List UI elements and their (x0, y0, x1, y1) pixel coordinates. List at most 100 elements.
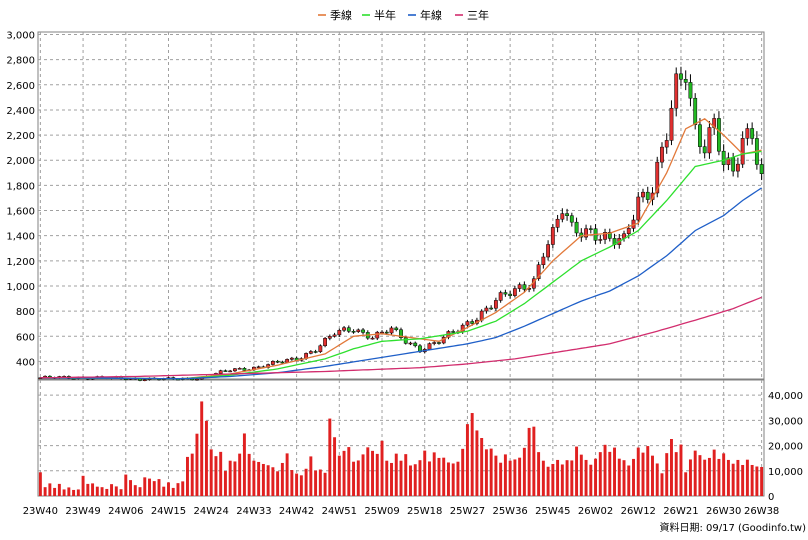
candle-down (508, 293, 513, 296)
candle-up (370, 337, 375, 340)
volume-bar (508, 460, 512, 496)
volume-bar (503, 454, 507, 496)
volume-bar (594, 458, 598, 496)
volume-bar (627, 465, 631, 496)
volume-bar (266, 465, 270, 496)
price-axis: 400 600 800 1,000 1,200 1,400 1,600 1,800 2,000 2… (6, 31, 35, 369)
volume-tick-label: 40,000 (768, 391, 803, 402)
volume-bar (698, 455, 702, 496)
week-tick-label: 24W24 (194, 506, 229, 517)
candle-up (550, 227, 555, 245)
volume-bar (86, 483, 90, 496)
volume-bar (238, 453, 242, 496)
candle-up (432, 342, 437, 344)
candle-down (702, 146, 707, 154)
volume-bar (399, 460, 403, 496)
candle-up (256, 366, 261, 369)
candle-up (735, 163, 740, 172)
volume-tick-label: 10,000 (768, 467, 803, 478)
week-tick-label: 26W12 (621, 506, 656, 517)
volume-bar (62, 489, 66, 496)
legend-label: 三年 (467, 8, 489, 22)
candle-down (384, 331, 389, 334)
candle-up (726, 157, 731, 165)
price-tick-label: 2,200 (6, 131, 35, 142)
volume-bar (366, 447, 370, 496)
volume-bar (470, 413, 474, 496)
volume-bar (247, 453, 251, 496)
candle-up (546, 244, 551, 258)
moving-average-lines (40, 118, 762, 380)
volume-bar (380, 440, 384, 496)
week-tick-label: 25W36 (492, 506, 527, 517)
volume-bar (404, 454, 408, 496)
price-tick-label: 2,000 (6, 156, 35, 167)
price-tick-label: 1,800 (6, 181, 35, 192)
volume-bar (518, 457, 522, 496)
volume-bar (309, 456, 313, 496)
volume-bar (560, 464, 564, 496)
volume-bar (242, 433, 246, 496)
candle-down (394, 327, 399, 330)
week-tick-label: 25W45 (535, 506, 570, 517)
candle-down (565, 213, 569, 216)
legend-label: 年線 (420, 8, 442, 22)
volume-bar (375, 453, 379, 496)
volume-bar (418, 460, 422, 496)
candle-down (522, 284, 527, 290)
volume-bar (494, 455, 498, 496)
volume-bar (570, 460, 574, 496)
volume-bar (480, 438, 484, 496)
volume-bar (280, 462, 284, 496)
volume-bar (91, 483, 95, 496)
candle-down (731, 157, 736, 172)
legend-label: 季線 (330, 8, 352, 22)
volume-bar (105, 488, 109, 496)
volume-bar (204, 420, 208, 496)
volume-bar (304, 468, 308, 496)
volume-bar (551, 463, 555, 496)
volume-bar (432, 452, 436, 496)
volume-bar (314, 470, 318, 496)
volume-bar (95, 486, 99, 496)
volume-bar (337, 455, 341, 496)
volume-bar (181, 481, 185, 496)
candle-up (233, 368, 237, 372)
price-tick-label: 2,400 (6, 106, 35, 117)
volume-bar (214, 456, 218, 496)
volume-bar (328, 418, 332, 496)
volume-bar (622, 460, 626, 496)
candle-up (318, 345, 323, 352)
candle-up (584, 228, 588, 238)
volume-bar (688, 459, 692, 496)
week-tick-label: 26W02 (578, 506, 613, 517)
chart-legend: 季線 半年 年線 三年 (318, 8, 489, 22)
week-tick-label: 26W38 (744, 506, 779, 517)
volume-bar (427, 461, 431, 496)
price-candles (38, 66, 764, 382)
volume-tick-label: 0 (768, 492, 774, 503)
candle-down (451, 331, 456, 333)
volume-bar (413, 464, 417, 496)
volume-bar (665, 453, 669, 496)
volume-bar (138, 487, 142, 496)
volume-bar (252, 460, 256, 496)
candle-up (669, 107, 674, 141)
candle-up (740, 138, 745, 165)
volume-bar (352, 461, 356, 496)
candle-up (228, 370, 233, 373)
candle-up (380, 331, 384, 334)
volume-bar (72, 489, 76, 496)
week-tick-label: 23W40 (23, 506, 58, 517)
candle-down (698, 124, 702, 147)
ma-line-three-year (40, 296, 762, 379)
volume-bar (209, 449, 213, 496)
volume-bar (655, 463, 659, 496)
candle-down (569, 215, 574, 223)
candle-up (560, 213, 565, 220)
volume-bar (295, 473, 299, 496)
volume-bar (679, 444, 683, 496)
volume-axis: 0 10,000 20,000 30,000 40,000 (768, 391, 803, 503)
data-date-footer: 資料日期: 09/17 (Goodinfo.tw) (659, 521, 806, 534)
candle-up (664, 140, 669, 148)
